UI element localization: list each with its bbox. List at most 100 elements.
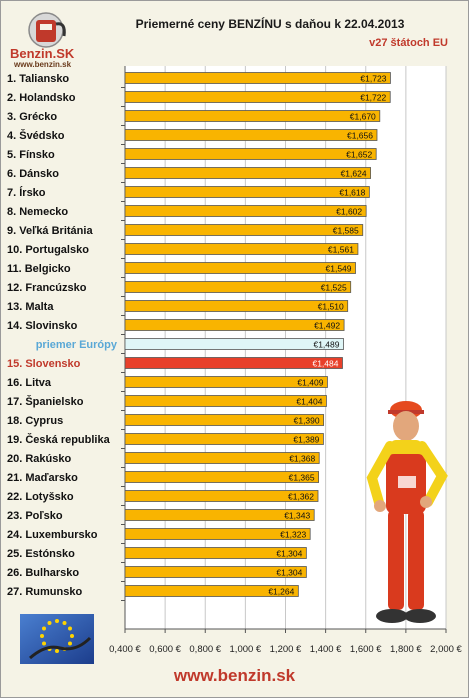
bar bbox=[124, 300, 349, 312]
bar bbox=[124, 243, 359, 255]
x-tick-label: 1,400 € bbox=[310, 644, 342, 655]
flag-star bbox=[62, 621, 67, 626]
bar bbox=[124, 566, 307, 578]
bar bbox=[124, 376, 328, 388]
bar-value-label: €1,489 bbox=[313, 340, 339, 350]
bar-value-label: €1,510 bbox=[318, 302, 344, 312]
flag-star bbox=[42, 626, 47, 631]
bar bbox=[124, 490, 319, 502]
category-label: 11. Belgicko bbox=[7, 263, 71, 275]
bar-value-label: €1,323 bbox=[280, 530, 306, 540]
category-label: 1. Taliansko bbox=[7, 73, 69, 85]
bar-value-label: €1,362 bbox=[288, 492, 314, 502]
flag-star bbox=[55, 649, 59, 653]
bar-value-label: €1,264 bbox=[268, 587, 294, 597]
category-label: 22. Lotyšsko bbox=[7, 491, 74, 503]
bar-value-label: €1,492 bbox=[314, 321, 340, 331]
category-label: 9. Veľká Británia bbox=[7, 225, 93, 237]
category-label: 19. Česká republika bbox=[7, 433, 111, 446]
bar-value-label: €1,484 bbox=[312, 359, 338, 369]
bar-value-label: €1,343 bbox=[284, 511, 310, 521]
bar bbox=[124, 357, 343, 369]
category-label: 7. Írsko bbox=[7, 186, 46, 199]
category-label: 23. Poľsko bbox=[7, 510, 63, 522]
category-label: 10. Portugalsko bbox=[7, 244, 89, 256]
eu-flag-icon bbox=[20, 614, 94, 664]
bar bbox=[124, 224, 364, 236]
bar bbox=[124, 205, 367, 217]
benzin-logo bbox=[28, 12, 66, 48]
bar bbox=[124, 509, 315, 521]
category-label: 13. Malta bbox=[7, 301, 54, 313]
flag-star bbox=[47, 621, 52, 626]
category-label: 17. Španielsko bbox=[7, 395, 84, 408]
bar bbox=[124, 281, 352, 293]
category-label: 20. Rakúsko bbox=[7, 453, 71, 465]
category-label: 18. Cyprus bbox=[7, 415, 63, 427]
bar-value-label: €1,389 bbox=[293, 435, 319, 445]
x-tick-label: 1,000 € bbox=[230, 644, 262, 655]
bar bbox=[124, 319, 345, 331]
logo-url: www.benzin.sk bbox=[14, 60, 72, 69]
flag-star bbox=[55, 619, 59, 623]
category-label: 26. Bulharsko bbox=[7, 567, 79, 579]
bar-value-label: €1,656 bbox=[347, 131, 373, 141]
chart-title: Priemerné ceny BENZÍNU s daňou k 22.04.2… bbox=[135, 17, 405, 31]
bar bbox=[124, 414, 325, 426]
category-label: 25. Estónsko bbox=[7, 548, 75, 560]
category-label: 5. Fínsko bbox=[7, 149, 55, 161]
category-label: 12. Francúzsko bbox=[7, 282, 87, 294]
footer-url: www.benzin.sk bbox=[173, 666, 296, 685]
category-label: 24. Luxembursko bbox=[7, 529, 98, 541]
flag-star bbox=[67, 641, 72, 646]
bar-chart: 0,400 € 0,600 € 0,800 € 1,000 € 1,200 € 1,400… bbox=[7, 66, 463, 655]
bar-value-label: €1,652 bbox=[346, 150, 372, 160]
flag-star bbox=[67, 626, 72, 631]
bar bbox=[124, 585, 299, 597]
category-label: 14. Slovinsko bbox=[7, 320, 78, 332]
chart-subtitle: v27 štátoch EU bbox=[369, 37, 448, 49]
bar-value-label: €1,304 bbox=[276, 549, 302, 559]
category-label: 27. Rumunsko bbox=[7, 586, 82, 598]
bar bbox=[124, 129, 378, 141]
bar bbox=[124, 262, 356, 274]
category-label: 21. Maďarsko bbox=[7, 472, 78, 484]
bar bbox=[124, 167, 371, 179]
bar-value-label: €1,561 bbox=[328, 245, 354, 255]
category-label: 16. Litva bbox=[7, 377, 52, 389]
bar-value-label: €1,404 bbox=[296, 397, 322, 407]
category-label: priemer Európy bbox=[36, 339, 118, 351]
logo-name: Benzin.SK bbox=[10, 46, 75, 61]
bar bbox=[124, 471, 320, 483]
bar bbox=[124, 528, 311, 540]
bar-value-label: €1,390 bbox=[294, 416, 320, 426]
bar-value-label: €1,602 bbox=[336, 207, 362, 217]
bar bbox=[124, 186, 370, 198]
bar-value-label: €1,409 bbox=[297, 378, 323, 388]
category-label: 2. Holandsko bbox=[7, 92, 76, 104]
bar bbox=[124, 547, 307, 559]
category-label: 4. Švédsko bbox=[7, 129, 65, 142]
x-tick-label: 0,600 € bbox=[149, 644, 181, 655]
x-tick-label: 1,200 € bbox=[270, 644, 302, 655]
x-tick-label: 0,800 € bbox=[189, 644, 221, 655]
x-tick-label: 1,800 € bbox=[390, 644, 422, 655]
bar-value-label: €1,618 bbox=[339, 188, 365, 198]
bar bbox=[124, 452, 320, 464]
bar bbox=[124, 395, 327, 407]
bar-value-label: €1,368 bbox=[289, 454, 315, 464]
category-label: 8. Nemecko bbox=[7, 206, 68, 218]
bar bbox=[124, 338, 344, 350]
bar bbox=[124, 72, 391, 84]
flag-star bbox=[70, 634, 74, 638]
bar bbox=[124, 110, 381, 122]
bar-value-label: €1,304 bbox=[276, 568, 302, 578]
bar-value-label: €1,723 bbox=[360, 74, 386, 84]
bar-value-label: €1,365 bbox=[289, 473, 315, 483]
flag-star bbox=[42, 641, 47, 646]
bar-value-label: €1,624 bbox=[341, 169, 367, 179]
x-tick-label: 0,400 € bbox=[109, 644, 141, 655]
bar-value-label: €1,722 bbox=[360, 93, 386, 103]
bar bbox=[124, 433, 324, 445]
category-label: 3. Grécko bbox=[7, 111, 57, 123]
